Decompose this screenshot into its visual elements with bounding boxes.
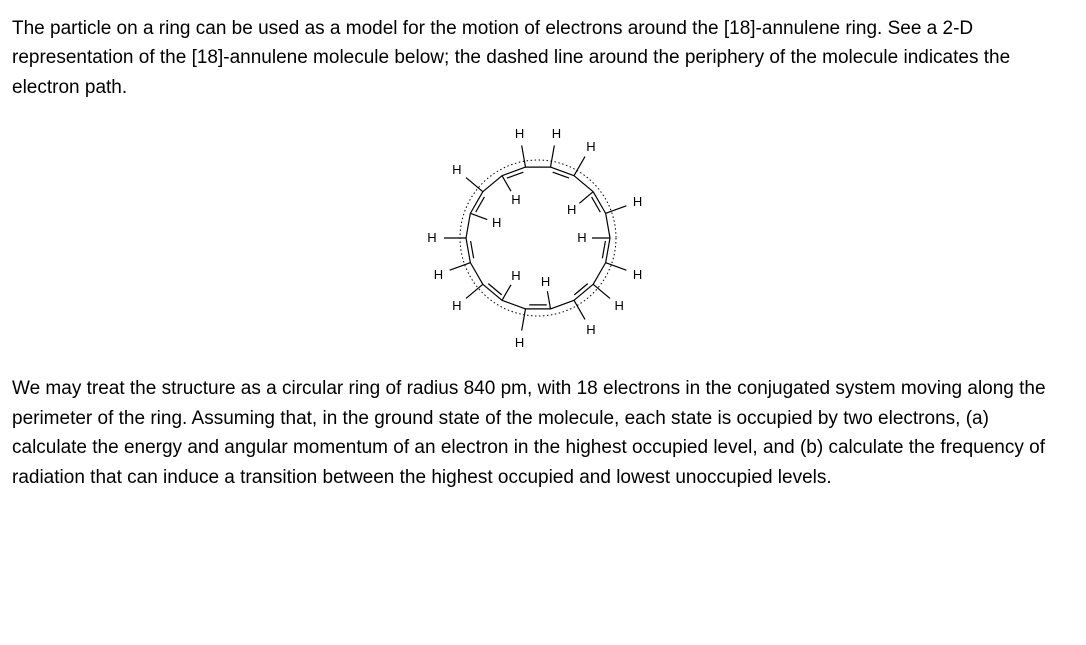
h-atom-label: H — [586, 320, 595, 340]
h-atom-label: H — [452, 160, 461, 180]
h-atom-label: H — [427, 228, 436, 248]
h-atom-label: H — [586, 136, 595, 156]
h-atom-label: H — [552, 124, 561, 144]
h-atom-label: H — [633, 264, 642, 284]
h-atom-label: H — [434, 264, 443, 284]
intro-paragraph: The particle on a ring can be used as a … — [12, 14, 1064, 102]
h-atom-label: H — [567, 200, 576, 220]
question-paragraph: We may treat the structure as a circular… — [12, 374, 1064, 492]
h-atom-label: H — [452, 296, 461, 316]
annulene-figure: HHHHHHHHHHHHHHHHHH — [358, 108, 718, 368]
h-atom-label: H — [511, 190, 520, 210]
figure-container: HHHHHHHHHHHHHHHHHH — [12, 108, 1064, 368]
h-atom-label: H — [492, 213, 501, 233]
h-atom-label: H — [633, 192, 642, 212]
h-atom-label: H — [577, 228, 586, 248]
molecule-svg — [358, 108, 718, 368]
h-atom-label: H — [614, 296, 623, 316]
h-atom-label: H — [511, 266, 520, 286]
h-atom-label: H — [515, 124, 524, 144]
h-atom-label: H — [515, 333, 524, 353]
h-atom-label: H — [541, 272, 550, 292]
problem-page: The particle on a ring can be used as a … — [0, 0, 1086, 645]
